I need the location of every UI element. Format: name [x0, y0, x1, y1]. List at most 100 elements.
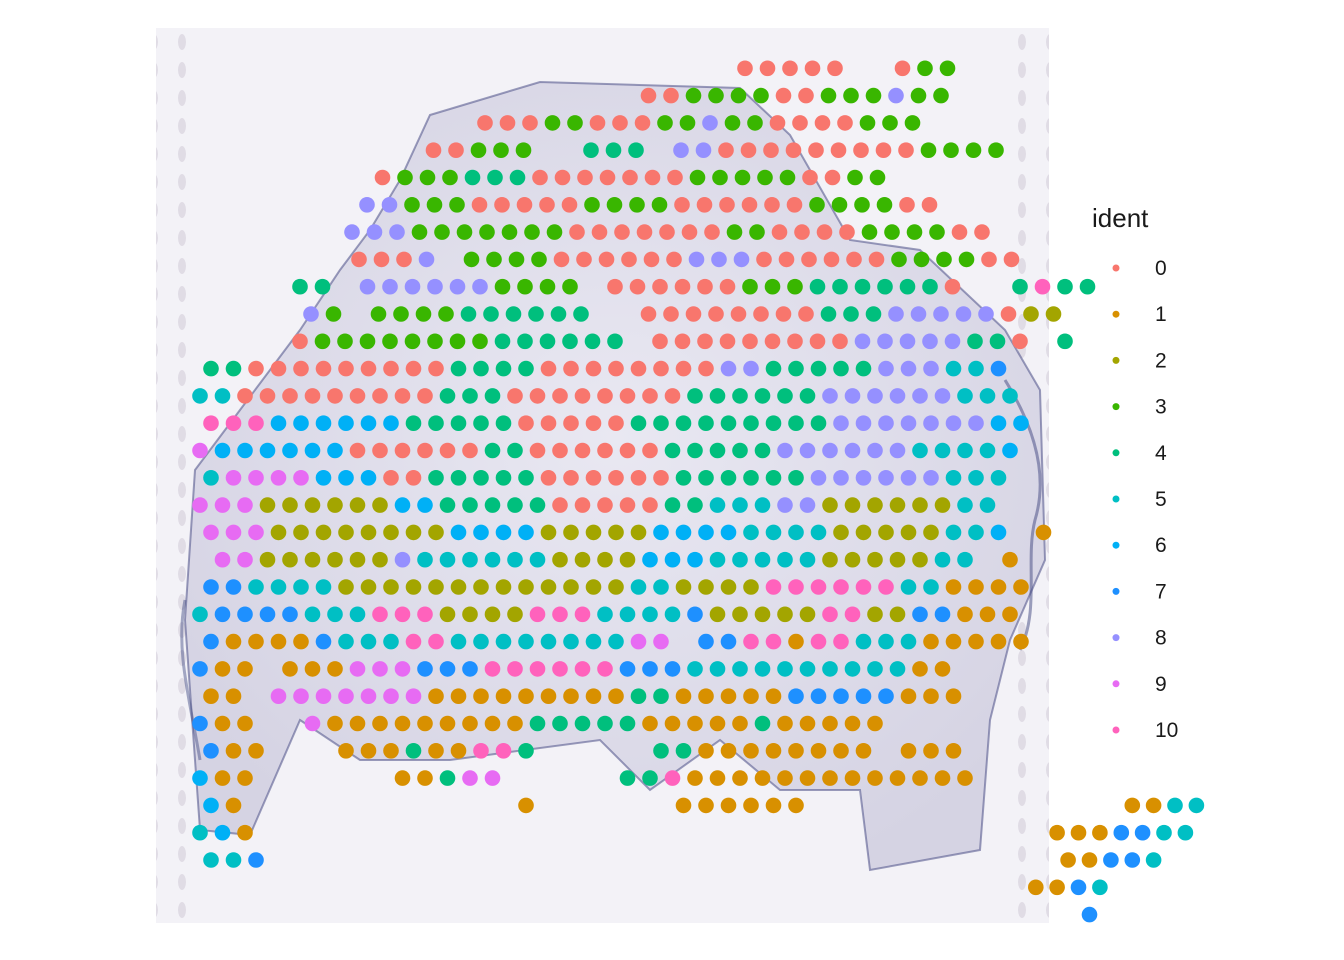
- spot-cluster-0: [667, 169, 683, 186]
- spot-cluster-6: [383, 415, 399, 432]
- spot-cluster-0: [674, 333, 691, 350]
- spot-cluster-10: [597, 661, 613, 677]
- spot-cluster-0: [666, 251, 682, 268]
- spot-cluster-7: [1124, 852, 1141, 868]
- spot-cluster-2: [540, 579, 557, 595]
- legend-label-6: 6: [1155, 534, 1167, 557]
- spot-cluster-5: [462, 551, 478, 568]
- spot-cluster-0: [719, 333, 736, 350]
- spot-cluster-1: [417, 715, 433, 732]
- spot-cluster-8: [702, 115, 718, 131]
- spot-cluster-3: [933, 87, 949, 104]
- spot-cluster-4: [529, 497, 546, 513]
- spot-cluster-5: [495, 633, 512, 650]
- spot-cluster-5: [979, 388, 996, 404]
- spot-cluster-1: [777, 715, 793, 732]
- spot-cluster-3: [515, 142, 532, 158]
- spot-cluster-0: [837, 115, 853, 131]
- spot-cluster-9: [192, 497, 208, 513]
- spot-cluster-2: [844, 551, 861, 568]
- spot-cluster-5: [754, 551, 771, 568]
- spot-cluster-1: [923, 688, 939, 704]
- spot-cluster-8: [472, 278, 488, 295]
- spot-cluster-4: [967, 333, 983, 350]
- spot-cluster-3: [757, 169, 773, 186]
- spot-cluster-8: [900, 415, 917, 432]
- spot-cluster-5: [563, 633, 579, 650]
- spot-cluster-0: [804, 60, 821, 77]
- spot-cluster-0: [629, 278, 646, 295]
- spot-cluster-0: [685, 306, 702, 322]
- spot-cluster-8: [923, 470, 939, 486]
- spot-cluster-4: [518, 743, 534, 759]
- spot-cluster-8: [889, 388, 906, 404]
- spot-cluster-9: [484, 770, 501, 786]
- spot-cluster-2: [855, 524, 872, 541]
- spot-cluster-9: [360, 688, 377, 704]
- spot-cluster-0: [787, 333, 803, 350]
- spot-cluster-2: [540, 524, 557, 541]
- spot-cluster-0: [696, 197, 713, 213]
- spot-cluster-0: [663, 306, 679, 322]
- spot-cluster-5: [360, 633, 377, 650]
- spot-cluster-5: [844, 661, 861, 677]
- spot-cluster-2: [282, 497, 298, 513]
- spot-cluster-5: [889, 661, 906, 677]
- spot-cluster-5: [799, 551, 816, 568]
- spot-cluster-5: [192, 824, 208, 841]
- spot-cluster-3: [891, 251, 907, 268]
- spot-cluster-9: [293, 688, 309, 704]
- spot-cluster-8: [389, 224, 405, 240]
- spot-cluster-4: [509, 169, 526, 186]
- spot-cluster-0: [775, 306, 792, 322]
- spot-cluster-1: [923, 743, 939, 759]
- spot-cluster-8: [822, 442, 838, 459]
- spot-cluster-5: [945, 524, 962, 541]
- spot-cluster-0: [518, 415, 534, 432]
- spot-cluster-0: [653, 360, 669, 377]
- spot-cluster-4: [698, 415, 714, 432]
- spot-cluster-3: [463, 251, 480, 268]
- spot-cluster-0: [338, 360, 354, 377]
- spot-cluster-5: [957, 388, 973, 404]
- spot-cluster-4: [777, 388, 793, 404]
- spot-cluster-0: [832, 333, 848, 350]
- spot-cluster-5: [518, 633, 534, 650]
- spot-cluster-5: [349, 606, 366, 623]
- spot-cluster-4: [1012, 278, 1028, 295]
- spot-cluster-0: [574, 388, 591, 404]
- spot-cluster-0: [741, 197, 758, 213]
- spot-cluster-0: [563, 470, 579, 486]
- spot-cluster-3: [847, 169, 863, 186]
- spot-cluster-0: [351, 251, 367, 268]
- spot-cluster-1: [225, 797, 242, 814]
- spot-cluster-0: [798, 306, 814, 322]
- spot-cluster-3: [531, 251, 547, 268]
- spot-cluster-3: [884, 224, 900, 240]
- spot-cluster-4: [464, 169, 481, 186]
- spot-cluster-5: [777, 551, 793, 568]
- spot-cluster-0: [782, 60, 798, 77]
- spot-cluster-2: [923, 524, 939, 541]
- spot-cluster-0: [792, 115, 808, 131]
- spot-cluster-1: [507, 715, 523, 732]
- spot-cluster-4: [550, 306, 567, 322]
- spot-cluster-5: [1177, 824, 1194, 841]
- spot-cluster-4: [292, 278, 308, 295]
- spot-cluster-0: [974, 224, 990, 240]
- spot-cluster-2: [867, 497, 883, 513]
- spot-cluster-2: [574, 551, 591, 568]
- spot-cluster-5: [507, 551, 523, 568]
- spot-cluster-1: [248, 633, 264, 650]
- spot-cluster-0: [552, 497, 568, 513]
- spot-cluster-1: [540, 688, 557, 704]
- spot-cluster-9: [653, 633, 669, 650]
- spot-cluster-7: [237, 606, 253, 623]
- spot-cluster-0: [598, 251, 615, 268]
- spot-cluster-1: [1002, 606, 1018, 623]
- spot-cluster-7: [810, 688, 827, 704]
- spot-cluster-5: [968, 360, 984, 377]
- spot-cluster-1: [720, 743, 737, 759]
- spot-cluster-5: [270, 579, 287, 595]
- spot-cluster-3: [539, 278, 556, 295]
